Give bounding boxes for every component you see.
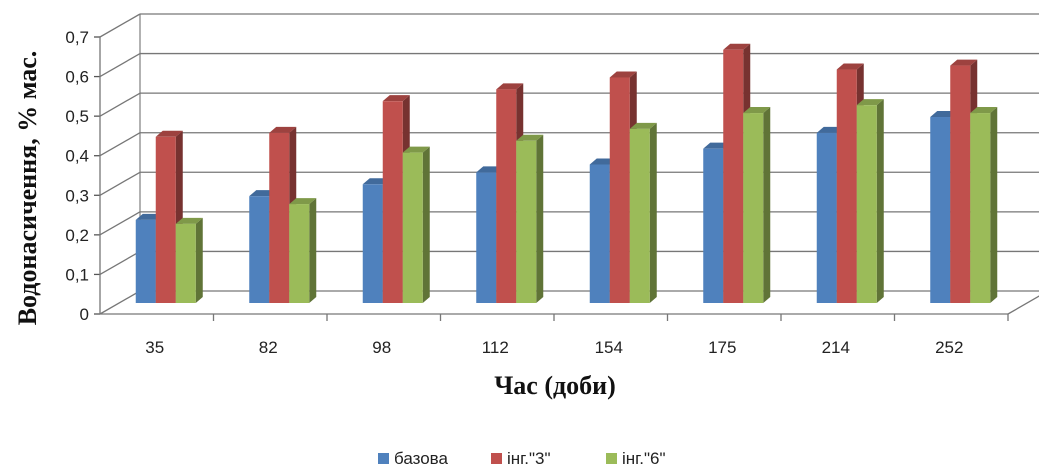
bar-front [703, 148, 724, 303]
y-tick-label: 0,5 [65, 107, 89, 126]
y-tick-label: 0,6 [65, 68, 89, 87]
y-tick-label: 0,3 [65, 186, 89, 205]
bar-front [816, 132, 837, 303]
bar-top [155, 130, 183, 137]
x-tick-label: 35 [145, 338, 164, 357]
bar-front [856, 105, 877, 304]
bars [135, 43, 998, 304]
bar-top [629, 122, 657, 129]
bar [856, 99, 884, 304]
chart-floor [99, 37, 1039, 315]
bar-side [536, 134, 544, 303]
gridline-slant [99, 132, 141, 157]
gridline-slant [99, 53, 141, 78]
y-tick-label: 0 [80, 305, 89, 324]
bar-front [516, 140, 537, 303]
legend-item: базова [378, 449, 449, 468]
bar-front [289, 204, 310, 303]
bar-front [496, 89, 517, 303]
bar [970, 107, 998, 303]
bar-top [856, 99, 884, 106]
floor-right-edge [1007, 295, 1039, 315]
bar-top [496, 83, 524, 90]
bar-front [723, 49, 744, 303]
x-tick-label: 214 [822, 338, 850, 357]
bar-top [836, 63, 864, 70]
bar [289, 198, 317, 303]
x-tick-label: 112 [482, 338, 509, 357]
bar-front [589, 164, 610, 303]
bar-top [402, 146, 430, 153]
bar-side [990, 107, 998, 303]
legend-label: інг."3" [507, 449, 551, 468]
y-tick-label: 0,2 [65, 226, 89, 245]
legend-swatch [378, 453, 389, 464]
legend-swatch [491, 453, 502, 464]
x-tick-labels: 35 82 98 112 154 175 214 252 [145, 314, 1009, 357]
bar-side [876, 99, 884, 304]
x-tick-label: 252 [935, 338, 963, 357]
x-tick-label: 98 [372, 338, 391, 357]
bar [175, 217, 203, 303]
gridline-slant [99, 171, 141, 196]
bar-top [970, 107, 998, 114]
bar-top [289, 198, 317, 205]
legend-item: інг."6" [606, 449, 666, 468]
y-tick-label: 0,7 [65, 28, 89, 47]
bar-side [649, 122, 657, 303]
bar-front [950, 65, 971, 303]
bar-front [382, 101, 403, 303]
bar-top [516, 134, 544, 141]
legend-label: базова [394, 449, 449, 468]
gridline-slant [99, 211, 141, 236]
legend-swatch [606, 453, 617, 464]
bar-front [609, 77, 630, 303]
bar-front [970, 113, 991, 303]
bar-front [629, 128, 650, 303]
bar-top [609, 71, 637, 78]
y-axis-title: Водонасичення, % мас. [13, 51, 42, 326]
bar-top [175, 217, 203, 224]
y-tick-label: 0,4 [65, 147, 89, 166]
bar-side [309, 198, 317, 303]
gridline-slant [99, 290, 141, 315]
bar [629, 122, 657, 303]
bar-front [135, 219, 156, 303]
legend-item: інг."3" [491, 449, 551, 468]
bar-side [763, 107, 771, 303]
x-tick-label: 82 [259, 338, 278, 357]
bar-front [402, 152, 423, 303]
bar-front [269, 132, 290, 303]
y-tick-labels: 0 0,1 0,2 0,3 0,4 0,5 0,6 0,7 [65, 28, 89, 324]
bar-front [362, 184, 383, 303]
bar-top [743, 107, 771, 114]
bar-front [836, 69, 857, 304]
gridline-slant [99, 13, 141, 38]
gridline-slant [99, 250, 141, 275]
gridline-slant [99, 92, 141, 117]
x-tick-label: 175 [708, 338, 736, 357]
bar-top [269, 126, 297, 133]
bar-top [723, 43, 751, 50]
bar-front [155, 136, 176, 303]
bar-front [476, 172, 497, 303]
legend: базова інг."3" інг."6" [378, 449, 666, 468]
bar-side [195, 217, 203, 303]
x-axis-title: Час (доби) [494, 371, 616, 400]
bar-top [950, 59, 978, 66]
bar-front [175, 223, 196, 303]
bar-front [249, 196, 270, 303]
bar [516, 134, 544, 303]
bar-front [930, 117, 951, 303]
bar [402, 146, 430, 303]
legend-label: інг."6" [622, 449, 666, 468]
y-tick-label: 0,1 [65, 265, 89, 284]
bar [743, 107, 771, 303]
bar-front [743, 113, 764, 303]
gridlines [94, 13, 1039, 315]
bar-side [422, 146, 430, 303]
x-tick-label: 154 [595, 338, 623, 357]
bar-top [382, 95, 410, 102]
